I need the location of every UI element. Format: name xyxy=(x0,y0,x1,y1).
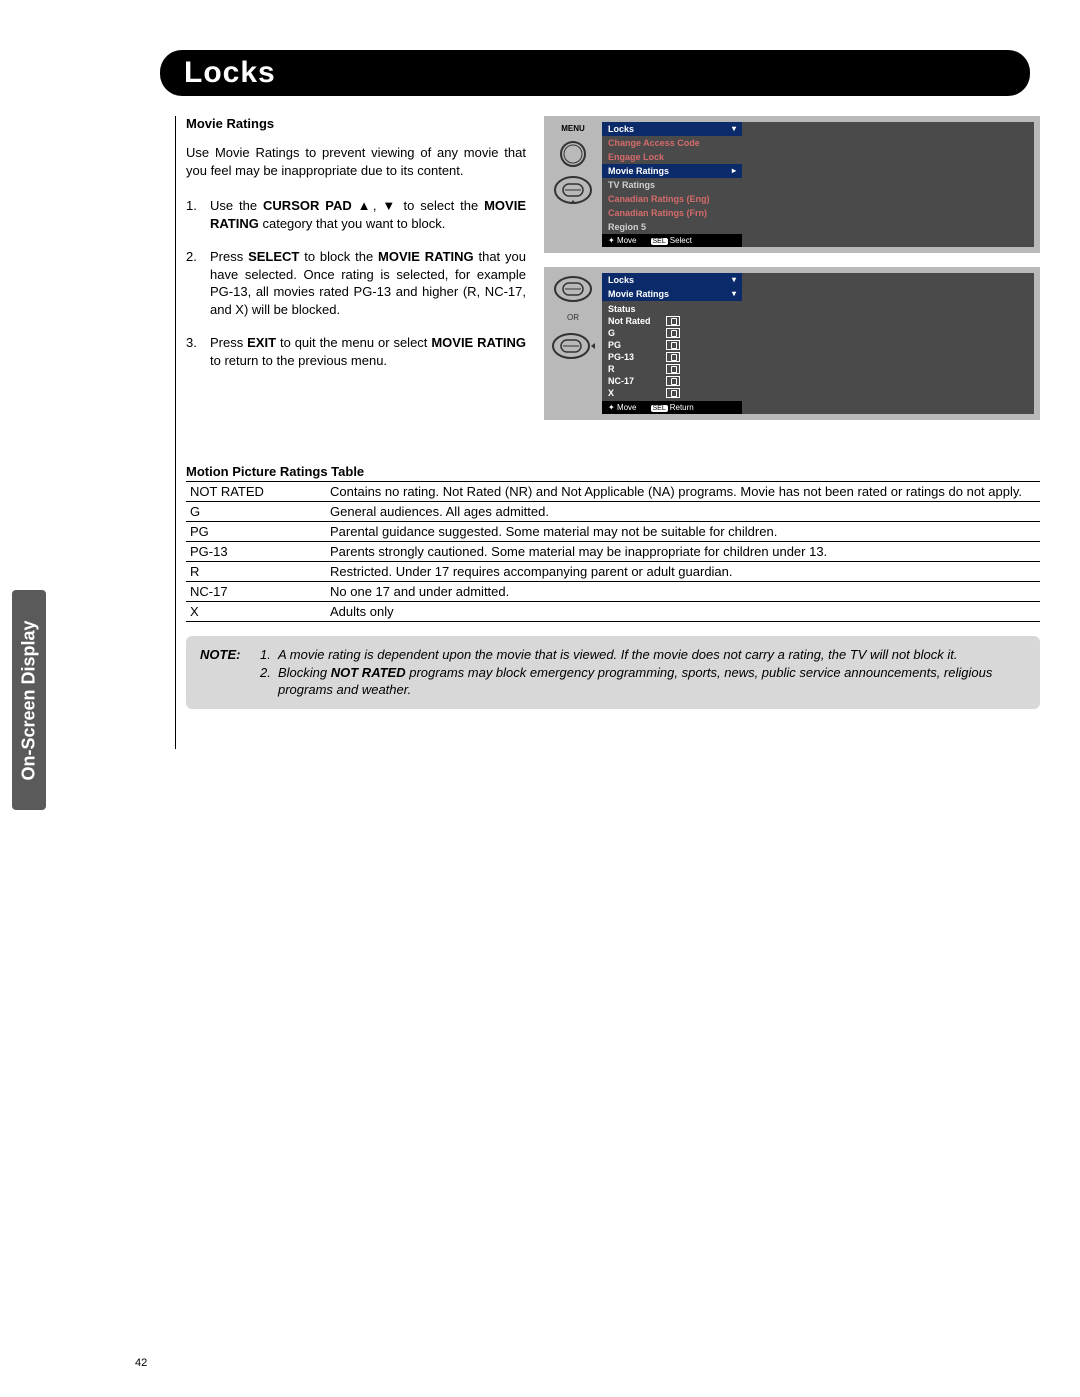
remote-icons: OR xyxy=(550,273,596,414)
lock-icon xyxy=(666,376,680,386)
lock-icon xyxy=(666,388,680,398)
lock-icon xyxy=(666,352,680,362)
steps-list: 1. Use the CURSOR PAD ▲, ▼ to select the… xyxy=(186,197,526,369)
page-number: 42 xyxy=(135,1357,147,1369)
remote-icons: MENU xyxy=(550,122,596,247)
lock-icon xyxy=(666,316,680,326)
step-item: 3. Press EXIT to quit the menu or select… xyxy=(186,334,526,369)
osd-submenu-title: Movie Ratings xyxy=(602,287,742,301)
table-row: GGeneral audiences. All ages admitted. xyxy=(186,502,1040,522)
cursor-pad-right-icon xyxy=(551,332,595,360)
table-row: NC-17No one 17 and under admitted. xyxy=(186,582,1040,602)
ratings-table: NOT RATEDContains no rating. Not Rated (… xyxy=(186,481,1040,622)
cursor-pad-icon xyxy=(553,275,593,303)
osd-menu-title: Locks xyxy=(602,273,742,287)
cursor-pad-icon xyxy=(553,175,593,205)
subheading: Movie Ratings xyxy=(186,116,526,131)
menu-button-icon xyxy=(558,139,588,169)
osd-menu-item: Canadian Ratings (Frn) xyxy=(602,206,742,220)
osd-menu-item: Movie Ratings xyxy=(602,164,742,178)
table-row: PGParental guidance suggested. Some mate… xyxy=(186,522,1040,542)
osd-menu-title: Locks xyxy=(602,122,742,136)
section-title: Locks xyxy=(184,56,1006,90)
osd-menu-item: Engage Lock xyxy=(602,150,742,164)
document-page: On-Screen Display Locks Movie Ratings Us… xyxy=(0,0,1080,1397)
step-item: 1. Use the CURSOR PAD ▲, ▼ to select the… xyxy=(186,197,526,232)
lock-icon xyxy=(666,364,680,374)
osd-figure-1: MENU Locks Change Access CodeEngage Lo xyxy=(544,116,1040,253)
osd-rating-row: PG-13 xyxy=(608,351,736,363)
section-header: Locks xyxy=(160,50,1030,96)
osd-figure-2: OR Locks Movie Ratings xyxy=(544,267,1040,420)
text-column: Movie Ratings Use Movie Ratings to preve… xyxy=(186,116,526,434)
osd-rating-row: X xyxy=(608,387,736,399)
step-item: 2. Press SELECT to block the MOVIE RATIN… xyxy=(186,248,526,318)
osd-rating-row: NC-17 xyxy=(608,375,736,387)
osd-rating-row: R xyxy=(608,363,736,375)
osd-menu-item: Region 5 xyxy=(602,220,742,234)
table-row: PG-13Parents strongly cautioned. Some ma… xyxy=(186,542,1040,562)
table-row: NOT RATEDContains no rating. Not Rated (… xyxy=(186,482,1040,502)
osd-footer: ✦ Move SELSelect xyxy=(602,234,742,247)
osd-menu-item: TV Ratings xyxy=(602,178,742,192)
figure-column: MENU Locks Change Access CodeEngage Lo xyxy=(544,116,1040,434)
osd-screen: Locks Movie Ratings Status Not RatedGPGP… xyxy=(602,273,1034,414)
side-tab: On-Screen Display xyxy=(12,590,46,810)
lock-icon xyxy=(666,328,680,338)
osd-menu-item: Change Access Code xyxy=(602,136,742,150)
osd-menu-item: Canadian Ratings (Eng) xyxy=(602,192,742,206)
table-row: RRestricted. Under 17 requires accompany… xyxy=(186,562,1040,582)
intro-paragraph: Use Movie Ratings to prevent viewing of … xyxy=(186,144,526,179)
osd-rating-row: PG xyxy=(608,339,736,351)
note-box: NOTE: 1. A movie rating is dependent upo… xyxy=(186,636,1040,709)
osd-screen: Locks Change Access CodeEngage LockMovie… xyxy=(602,122,1034,247)
osd-footer: ✦ Move SELReturn xyxy=(602,401,742,414)
table-heading: Motion Picture Ratings Table xyxy=(186,464,1040,479)
osd-rating-row: G xyxy=(608,327,736,339)
osd-rating-row: Not Rated xyxy=(608,315,736,327)
content-area: Movie Ratings Use Movie Ratings to preve… xyxy=(175,116,1040,749)
lock-icon xyxy=(666,340,680,350)
side-tab-label: On-Screen Display xyxy=(19,620,40,780)
table-row: XAdults only xyxy=(186,602,1040,622)
